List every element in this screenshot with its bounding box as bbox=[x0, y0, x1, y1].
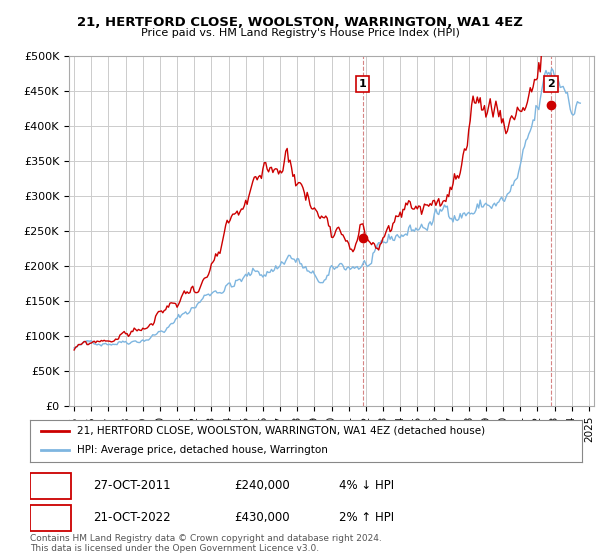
Text: 1: 1 bbox=[359, 79, 367, 89]
FancyBboxPatch shape bbox=[30, 505, 71, 531]
Text: 27-OCT-2011: 27-OCT-2011 bbox=[94, 479, 171, 492]
Text: HPI: Average price, detached house, Warrington: HPI: Average price, detached house, Warr… bbox=[77, 445, 328, 455]
Text: 21, HERTFORD CLOSE, WOOLSTON, WARRINGTON, WA1 4EZ: 21, HERTFORD CLOSE, WOOLSTON, WARRINGTON… bbox=[77, 16, 523, 29]
Text: 4% ↓ HPI: 4% ↓ HPI bbox=[339, 479, 394, 492]
Text: £240,000: £240,000 bbox=[234, 479, 290, 492]
Text: 21, HERTFORD CLOSE, WOOLSTON, WARRINGTON, WA1 4EZ (detached house): 21, HERTFORD CLOSE, WOOLSTON, WARRINGTON… bbox=[77, 426, 485, 436]
Text: 2: 2 bbox=[547, 79, 555, 89]
Text: 2: 2 bbox=[46, 511, 55, 524]
Text: 2% ↑ HPI: 2% ↑ HPI bbox=[339, 511, 394, 524]
Text: Contains HM Land Registry data © Crown copyright and database right 2024.
This d: Contains HM Land Registry data © Crown c… bbox=[30, 534, 382, 553]
Text: £430,000: £430,000 bbox=[234, 511, 290, 524]
Text: Price paid vs. HM Land Registry's House Price Index (HPI): Price paid vs. HM Land Registry's House … bbox=[140, 28, 460, 38]
FancyBboxPatch shape bbox=[30, 473, 71, 498]
Text: 21-OCT-2022: 21-OCT-2022 bbox=[94, 511, 171, 524]
Text: 1: 1 bbox=[46, 479, 55, 492]
